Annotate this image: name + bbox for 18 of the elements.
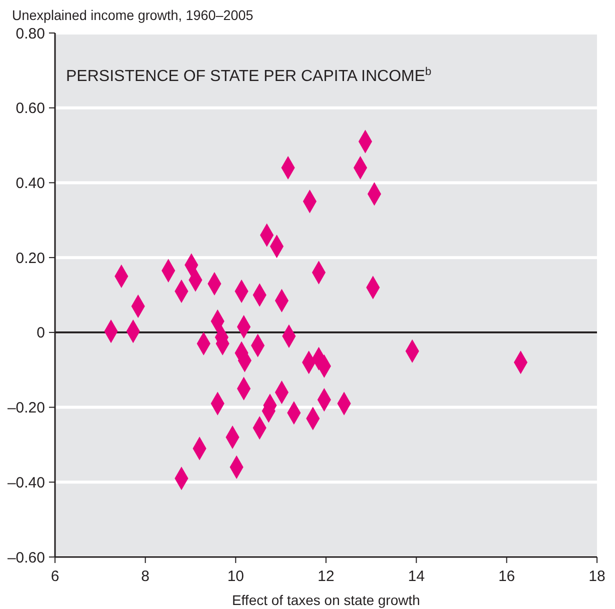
text: PERSISTENCE OF STATE PER CAPITA INCOME$^{b}$ [66, 66, 432, 85]
y-tick-label: 0.20 [16, 250, 45, 267]
y-tick-label: –0.60 [7, 549, 45, 566]
y-tick-label: 0.80 [16, 25, 45, 42]
y-tick-label: –0.40 [7, 474, 45, 492]
x-tick-label: 14 [408, 568, 425, 585]
x-tick-label: 10 [227, 568, 244, 585]
y-tick-label: –0.20 [7, 400, 45, 417]
x-axis-title: Effect of taxes on state growth [232, 592, 420, 608]
x-tick-label: 12 [318, 568, 334, 585]
x-tick-label: 18 [588, 568, 606, 585]
y-tick-label: 0.60 [16, 100, 45, 118]
x-tick-label: 16 [498, 568, 516, 585]
y-tick-label: 0.40 [16, 174, 45, 192]
y-axis-title: Unexplained income growth, 1960–2005 [12, 7, 263, 23]
x-tick-label: 8 [141, 568, 150, 585]
y-tick-label: 0 [36, 324, 45, 342]
x-tick-label: 6 [50, 568, 60, 585]
